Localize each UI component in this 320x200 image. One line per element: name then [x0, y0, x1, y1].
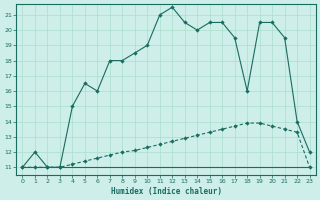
X-axis label: Humidex (Indice chaleur): Humidex (Indice chaleur) — [110, 187, 221, 196]
